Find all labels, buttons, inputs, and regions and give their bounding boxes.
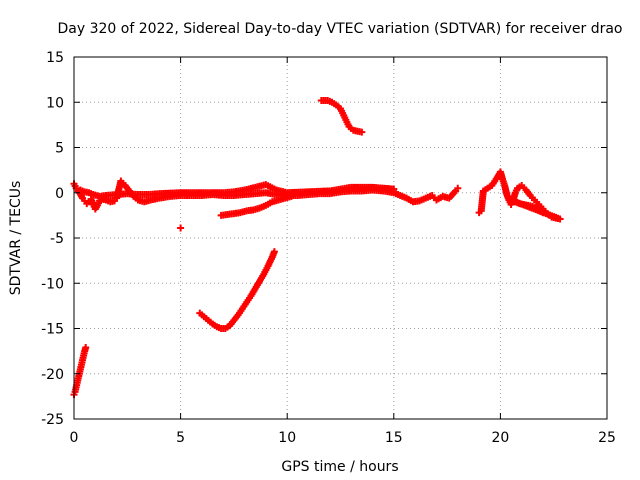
axis-ticks: 0 5 10 15 20 25 -25 -20 -15 -10 -5 0 5 10 15 [41,50,616,446]
series-lower-branch [217,192,295,219]
series-late-segment [475,168,564,223]
y-tick-label: -20 [41,367,64,383]
x-tick-label: 5 [176,430,185,446]
chart-title: Day 320 of 2022, Sidereal Day-to-day VTE… [57,21,622,37]
data-point [270,248,278,256]
series-v-curve [196,248,278,332]
data-point [358,128,366,136]
series-upper-arc [317,96,366,136]
x-tick-label: 25 [598,430,616,446]
series-isolated [177,224,185,232]
data-point [390,185,398,193]
data-point [454,184,462,192]
y-tick-label: 10 [46,95,64,111]
y-axis-label: SDTVAR / TECUs [8,181,24,296]
data-point [177,224,185,232]
y-tick-label: 5 [55,141,64,157]
x-axis-label: GPS time / hours [281,459,398,475]
y-tick-label: 0 [55,186,64,202]
data-point [539,209,547,217]
data-point [82,344,90,352]
series-upper-mid-band [76,181,398,200]
y-tick-label: -15 [41,322,64,338]
x-tick-label: 15 [385,430,403,446]
y-tick-label: -10 [41,276,64,292]
data-point [287,192,295,200]
data-points [70,96,564,399]
x-tick-label: 20 [491,430,509,446]
y-tick-label: 15 [46,50,64,66]
y-tick-label: -25 [41,412,64,428]
x-tick-label: 0 [70,430,79,446]
x-tick-label: 10 [278,430,296,446]
y-tick-label: -5 [50,231,64,247]
